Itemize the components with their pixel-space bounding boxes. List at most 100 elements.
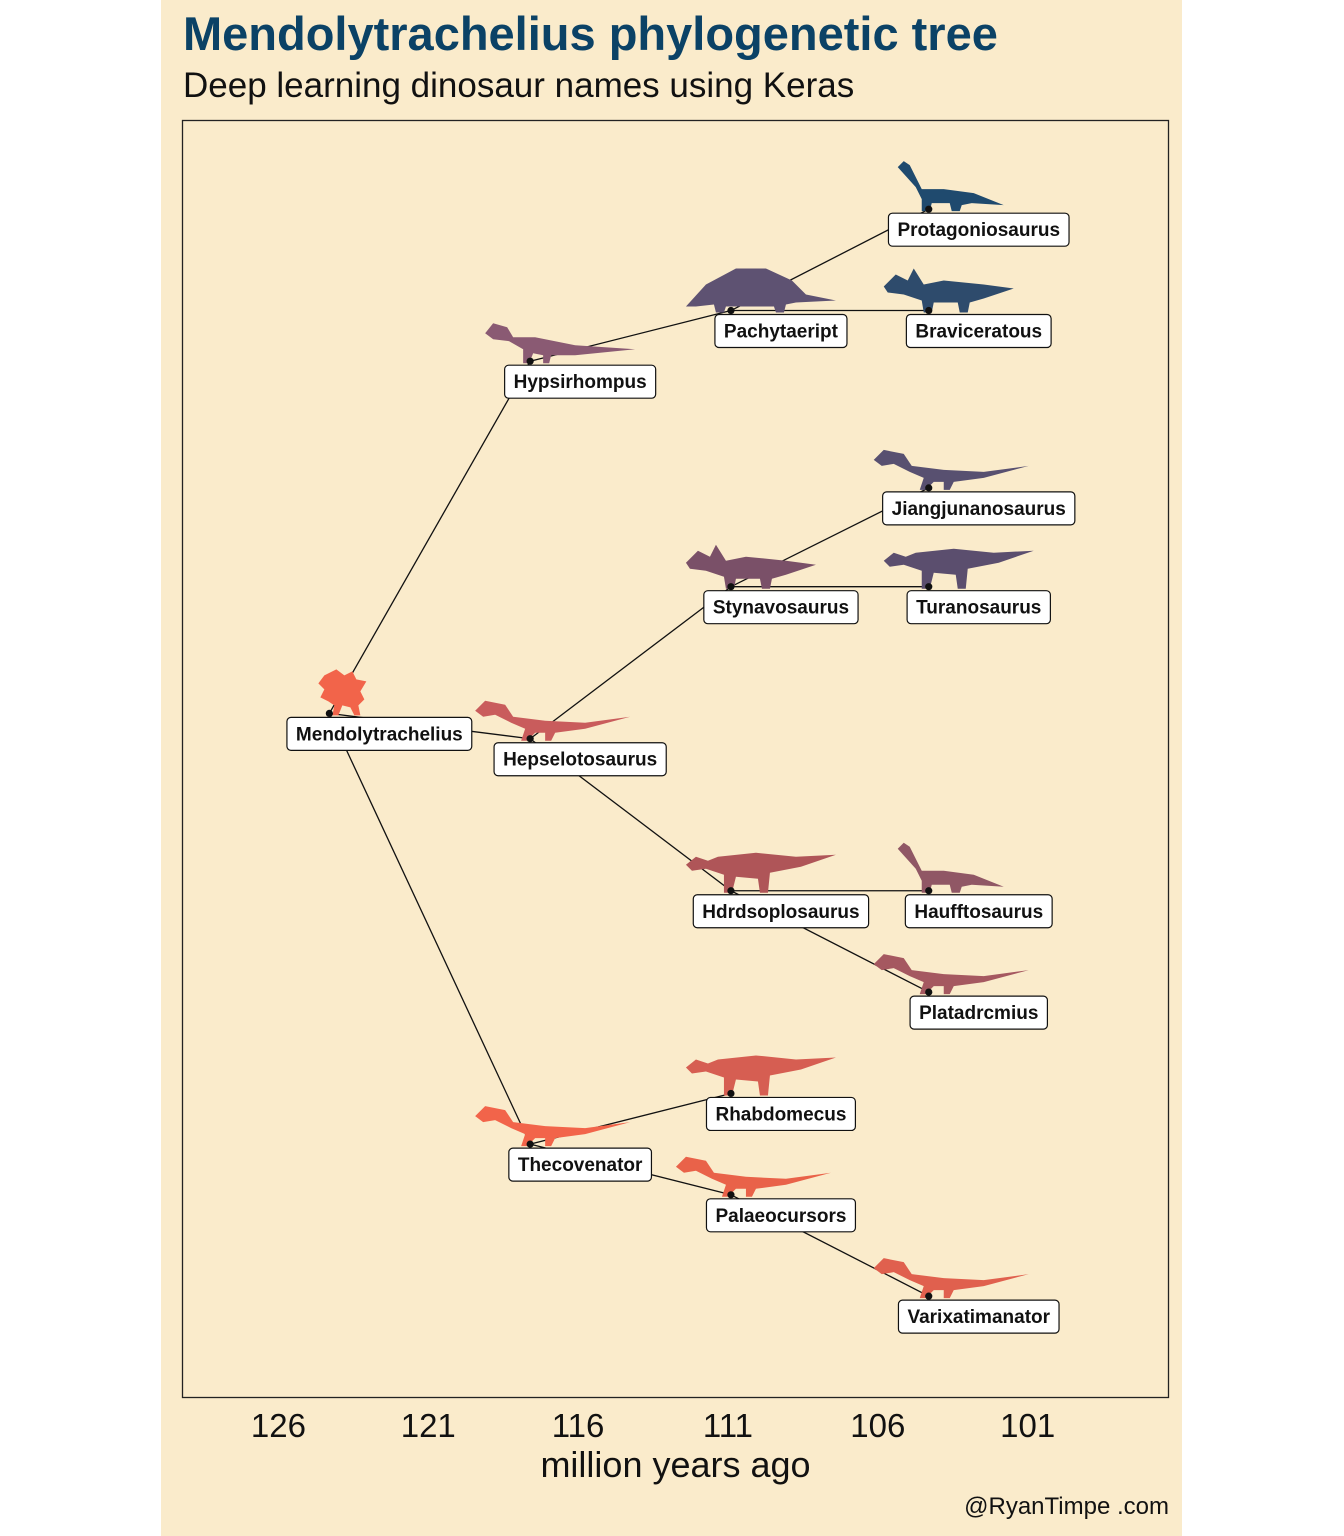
node-label: Jiangjunanosaurus — [882, 491, 1076, 526]
node-label-box — [703, 590, 859, 625]
node-label-text: Pachytaeript — [724, 322, 839, 343]
node-point — [925, 205, 933, 213]
plot-panel-border — [181, 119, 1170, 1399]
node-label-box — [909, 995, 1049, 1030]
hadrosaur-icon — [883, 548, 1034, 589]
x-tick-label: 111 — [703, 1407, 753, 1444]
node-points — [325, 205, 933, 1300]
node-label-box — [882, 491, 1076, 526]
node-label: Hepselotosaurus — [493, 742, 667, 777]
node-point — [526, 735, 534, 743]
tree-edge — [328, 360, 531, 714]
node-label-text: Mendolytrachelius — [296, 724, 463, 745]
chart-subtitle: Deep learning dinosaur names using Keras — [183, 66, 855, 105]
node-label: Braviceratous — [905, 313, 1052, 349]
node-point — [925, 988, 933, 996]
hadrosaur-icon — [685, 852, 836, 893]
node-label-text: Haufftosaurus — [914, 902, 1043, 923]
node-label-box — [904, 894, 1053, 929]
node-label-box — [905, 313, 1052, 349]
node-point — [925, 887, 933, 895]
node-label: Turanosaurus — [906, 590, 1051, 625]
ceratopsian-icon — [883, 268, 1014, 313]
node-label: Mendolytrachelius — [286, 716, 473, 751]
ornithopod-icon — [485, 323, 636, 364]
node-label-text: Hdrdsoplosaurus — [702, 902, 859, 923]
node-label-text: Palaeocursors — [715, 1206, 846, 1227]
node-label-box — [714, 313, 848, 349]
theropod-icon — [873, 1258, 1029, 1299]
hadrosaur-icon — [685, 1055, 836, 1096]
ceratopsian-icon — [685, 544, 816, 589]
node-point — [727, 583, 735, 591]
theropod-icon — [475, 700, 631, 741]
ankylosaur-icon — [685, 268, 836, 313]
node-label-text: Thecovenator — [518, 1155, 643, 1176]
sauropod-icon — [897, 161, 1004, 212]
node-label-box — [897, 1299, 1060, 1334]
node-point — [925, 1292, 933, 1300]
node-label: Palaeocursors — [705, 1198, 857, 1233]
node-label-text: Braviceratous — [915, 322, 1042, 343]
node-label-text: Jiangjunanosaurus — [892, 499, 1066, 520]
node-label: Thecovenator — [508, 1147, 653, 1182]
x-tick-label: 116 — [552, 1407, 605, 1444]
node-point — [925, 583, 933, 591]
node-label-text: Varixatimanator — [907, 1307, 1050, 1328]
node-label: Platadrcmius — [909, 995, 1049, 1030]
theropod-icon — [675, 1156, 831, 1197]
chart-title: Mendolytrachelius phylogenetic tree — [183, 7, 998, 60]
theropod-icon — [873, 954, 1029, 995]
node-point — [925, 306, 933, 315]
node-label-text: Platadrcmius — [919, 1003, 1038, 1024]
node-label-text: Protagoniosaurus — [897, 220, 1060, 241]
node-label-box — [906, 590, 1051, 625]
node-label: Protagoniosaurus — [887, 212, 1070, 247]
x-tick-label: 106 — [850, 1407, 905, 1444]
node-label-box — [493, 742, 667, 777]
node-label: Haufftosaurus — [904, 894, 1053, 929]
sauropod-icon — [897, 842, 1004, 893]
node-label: Hdrdsoplosaurus — [692, 894, 870, 929]
node-point — [727, 306, 735, 315]
node-label-text: Stynavosaurus — [713, 598, 849, 619]
x-tick-label: 121 — [401, 1407, 456, 1444]
node-point — [727, 1089, 735, 1098]
node-label: Stynavosaurus — [703, 590, 859, 625]
node-label-box — [508, 1147, 653, 1182]
node-label-box — [705, 1096, 857, 1132]
node-point — [925, 484, 933, 492]
node-point — [325, 709, 333, 717]
node-label-text: Rhabdomecus — [715, 1104, 846, 1125]
node-label: Pachytaeript — [714, 313, 848, 349]
node-label: Hypsirhompus — [504, 364, 657, 399]
theropod-icon — [873, 449, 1029, 490]
node-label-text: Hepselotosaurus — [503, 750, 657, 771]
chart-background — [161, 0, 1182, 1536]
node-label-box — [705, 1198, 857, 1233]
stegosaur-icon — [318, 669, 367, 716]
x-tick-label: 101 — [1000, 1407, 1055, 1444]
chart-caption: @RyanTimpe .com — [964, 1493, 1169, 1520]
node-label-box — [692, 894, 870, 929]
tree-edge — [529, 586, 732, 740]
node-label-box — [286, 716, 473, 751]
node-point — [526, 357, 534, 365]
x-axis-ticks: 126 121 116 111 106 101 — [251, 1407, 1055, 1444]
x-axis-title: million years ago — [540, 1444, 810, 1485]
tree-edge — [328, 713, 531, 1145]
node-label-box — [887, 212, 1070, 247]
node-label-box — [504, 364, 657, 399]
node-label-text: Hypsirhompus — [514, 372, 647, 393]
node-labels: Mendolytrachelius Hypsirhompus Hepselotosa… — [286, 212, 1076, 1334]
x-tick-label: 126 — [251, 1407, 306, 1444]
node-point — [727, 1191, 735, 1199]
node-point — [727, 887, 735, 895]
theropod-icon — [475, 1106, 631, 1147]
node-point — [526, 1140, 534, 1148]
node-label: Varixatimanator — [897, 1299, 1060, 1334]
dinosaur-silhouettes — [318, 161, 1034, 1299]
node-label: Rhabdomecus — [705, 1096, 857, 1132]
node-label-text: Turanosaurus — [916, 598, 1041, 619]
